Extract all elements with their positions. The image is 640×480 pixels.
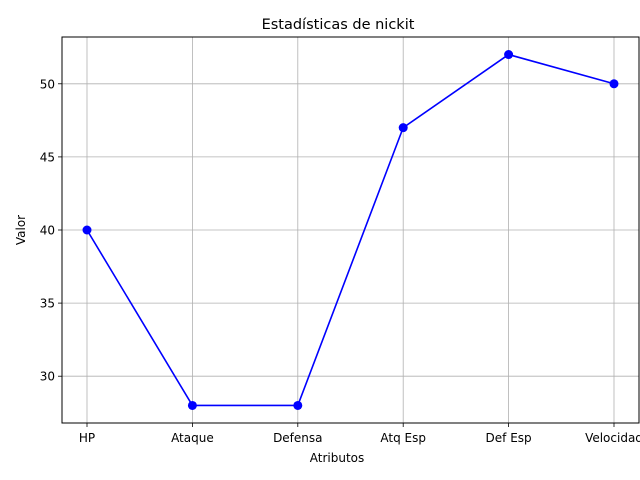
data-point bbox=[293, 400, 303, 410]
y-tick-label: 50 bbox=[40, 77, 55, 91]
x-tick-label: Atq Esp bbox=[380, 431, 426, 445]
x-tick-label: Def Esp bbox=[486, 431, 532, 445]
series-layer bbox=[82, 50, 619, 410]
y-tick-label: 30 bbox=[40, 370, 55, 384]
y-tick-label: 35 bbox=[40, 297, 55, 311]
series-line bbox=[86, 53, 615, 407]
data-point bbox=[609, 79, 619, 89]
grid-lines bbox=[62, 37, 639, 423]
x-tick-label: Defensa bbox=[273, 431, 322, 445]
y-axis-label: Valor bbox=[14, 215, 28, 245]
data-point bbox=[398, 123, 408, 133]
y-tick-label: 40 bbox=[40, 224, 55, 238]
data-point bbox=[504, 50, 514, 60]
data-point bbox=[82, 225, 92, 235]
data-point bbox=[187, 400, 197, 410]
chart-title: Estadísticas de nickit bbox=[262, 17, 415, 33]
x-axis-label: Atributos bbox=[310, 451, 365, 465]
x-tick-label: Ataque bbox=[171, 431, 214, 445]
tick-layer: HP Ataque Defensa Atq Esp Def Esp Velocidad 30… bbox=[40, 77, 640, 445]
x-tick-label: HP bbox=[79, 431, 95, 445]
y-tick-label: 45 bbox=[40, 150, 55, 164]
x-tick-label: Velocidad bbox=[585, 431, 640, 445]
plot-frame bbox=[61, 36, 640, 424]
